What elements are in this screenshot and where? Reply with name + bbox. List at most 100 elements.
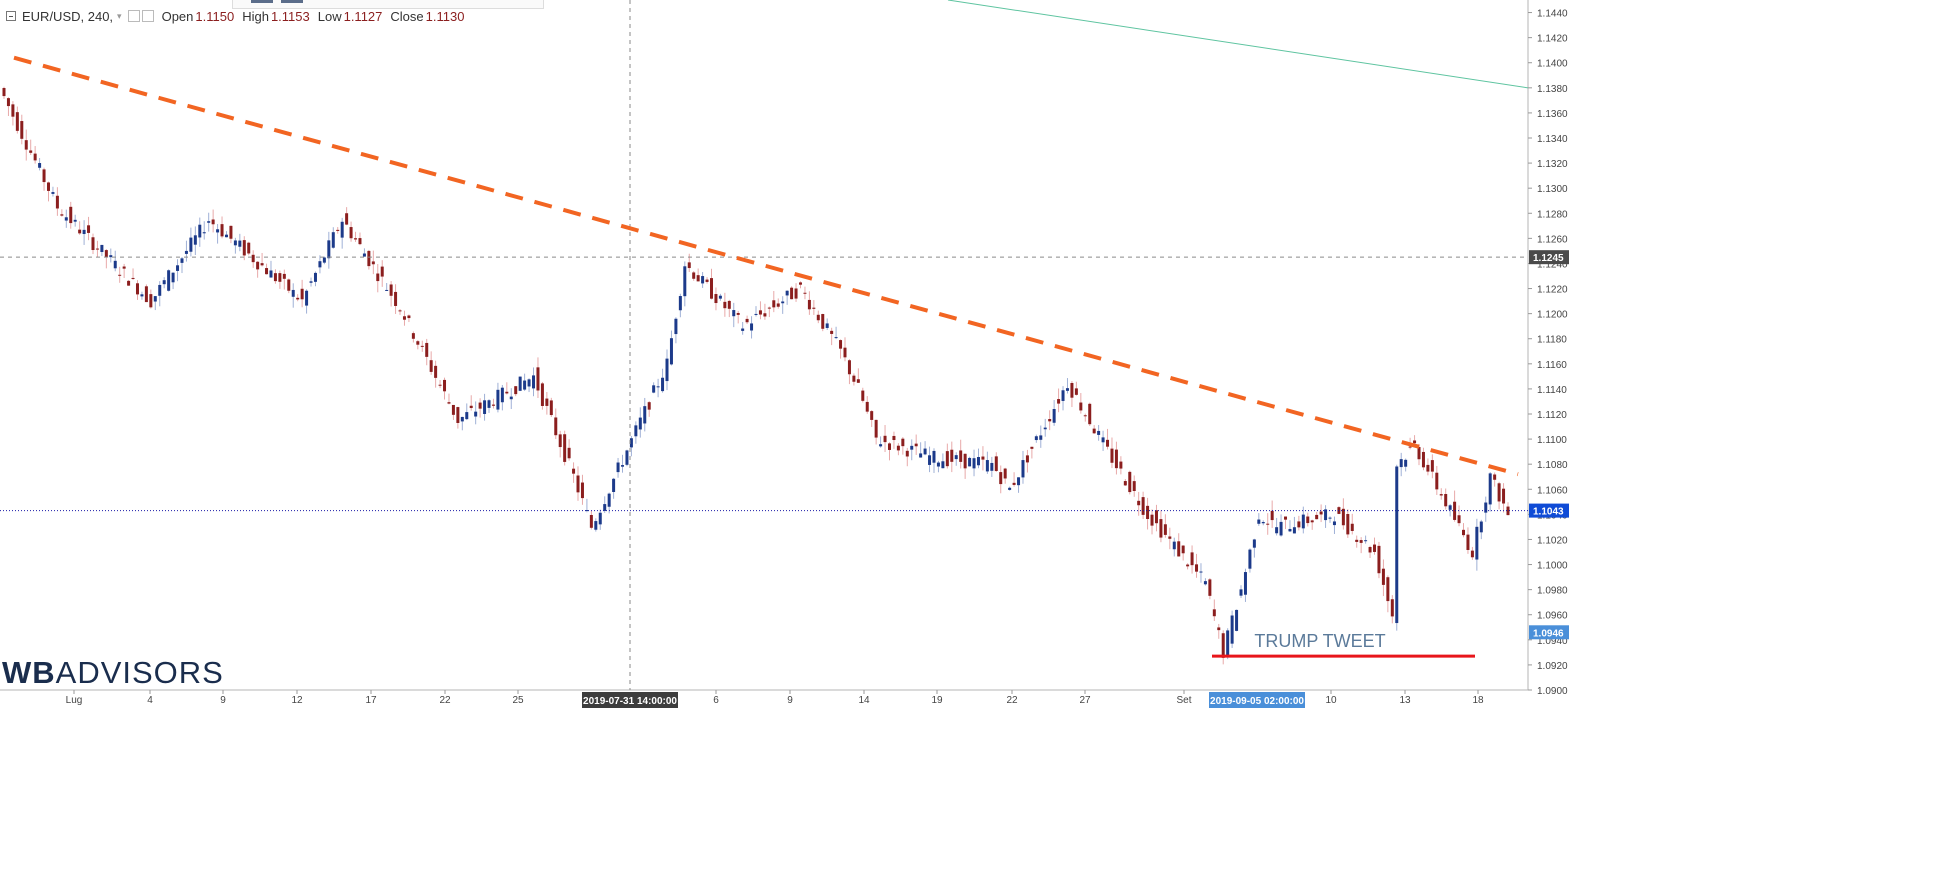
candle-body	[1177, 541, 1181, 557]
candle-body	[1061, 390, 1065, 401]
candle-body	[598, 512, 602, 525]
candle-body	[140, 294, 144, 297]
candle-body	[1208, 579, 1212, 596]
candle-body	[380, 266, 384, 277]
candle-body	[1021, 460, 1025, 478]
close-icon[interactable]	[141, 10, 154, 22]
candle-body	[932, 450, 936, 463]
candle-body	[42, 169, 46, 183]
collapse-icon[interactable]	[6, 11, 16, 21]
candle-body	[1159, 519, 1163, 538]
candle-body	[968, 457, 972, 467]
resistance-trendline[interactable]	[13, 55, 1519, 477]
candle-body	[367, 250, 371, 267]
candle-body	[567, 447, 571, 459]
candle-body	[398, 310, 402, 312]
candle-body	[233, 240, 237, 246]
candle-body	[647, 402, 651, 410]
settings-icon[interactable]	[127, 10, 140, 22]
candle-body	[1506, 506, 1510, 516]
candle-body	[1386, 577, 1390, 602]
candle-body	[1030, 446, 1034, 449]
crosshair-price-label-bg	[1529, 250, 1569, 265]
candle-body	[1048, 419, 1052, 422]
candle-body	[73, 219, 77, 222]
selected-time-label-bg	[1209, 692, 1305, 708]
candle-body	[745, 318, 749, 323]
candle-body	[705, 279, 709, 282]
time-tick-label: 13	[1399, 695, 1411, 706]
candle-body	[443, 379, 447, 392]
price-tick-label: 1.0960	[1537, 611, 1568, 622]
candle-body	[892, 435, 896, 441]
brand-rest: ADVISORS	[55, 655, 224, 690]
time-tick-label: 22	[1006, 695, 1018, 706]
candle-body	[1466, 534, 1470, 550]
last-price-label-bg	[1529, 503, 1569, 518]
candle-body	[847, 360, 851, 375]
candle-body	[994, 456, 998, 471]
candle-body	[1257, 519, 1261, 524]
candle-body	[678, 296, 682, 311]
candle-body	[1324, 509, 1328, 521]
candle-body	[29, 150, 33, 153]
price-tick-label: 1.1360	[1537, 109, 1568, 120]
candle-body	[207, 221, 211, 223]
candle-body	[554, 417, 558, 436]
price-tick-label: 1.1240	[1537, 259, 1568, 270]
candle-body	[941, 461, 945, 469]
candle-body	[1462, 529, 1466, 536]
candle-body	[1217, 627, 1221, 631]
candle-body	[532, 375, 536, 389]
candle-body	[576, 475, 580, 493]
candle-body	[456, 407, 460, 423]
low-value: 1.1127	[343, 8, 383, 24]
candle-body	[794, 288, 798, 299]
candle-body	[180, 258, 184, 263]
price-tick-label: 1.0940	[1537, 636, 1568, 647]
crosshair-time-label-bg	[582, 692, 678, 708]
candle-body	[127, 280, 131, 286]
chevron-down-icon[interactable]: ▾	[117, 10, 122, 21]
candle-body	[104, 250, 108, 258]
crosshair-time-label: 2019-07-31 14:00:00	[583, 696, 677, 707]
time-tick-label: 12	[291, 695, 303, 706]
candle-body	[82, 229, 86, 235]
candle-body	[834, 337, 838, 339]
candle-body	[291, 289, 295, 297]
candle-body	[500, 387, 504, 403]
candle-body	[1186, 564, 1190, 567]
candle-body	[1373, 544, 1377, 552]
candle-body	[545, 398, 549, 406]
candle-body	[51, 192, 55, 194]
candle-body	[1074, 388, 1078, 395]
candle-body	[990, 462, 994, 471]
candle-body	[563, 434, 567, 462]
candle-body	[1168, 536, 1172, 539]
candle-body	[420, 345, 424, 347]
symbol-label[interactable]: EUR/USD, 240,	[22, 8, 114, 24]
candle-body	[803, 292, 807, 294]
candle-body	[273, 273, 277, 282]
candle-body	[1310, 520, 1314, 523]
candle-body	[354, 238, 358, 240]
candle-body	[1417, 447, 1421, 460]
candle-body	[1319, 511, 1323, 515]
price-tick-label: 1.0980	[1537, 586, 1568, 597]
upper-trendline[interactable]	[947, 0, 1529, 89]
candle-body	[1057, 399, 1061, 404]
candle-body	[95, 248, 99, 250]
candle-body	[1212, 609, 1216, 617]
candle-body	[1444, 493, 1448, 507]
candle-body	[1150, 514, 1154, 526]
candle-body	[1003, 468, 1007, 479]
candle-body	[331, 232, 335, 248]
candle-body	[1017, 477, 1021, 486]
candle-body	[669, 338, 673, 365]
candle-body	[758, 310, 762, 315]
trump-tweet-label[interactable]: TRUMP TWEET	[1254, 631, 1385, 651]
brand-logo: WBADVISORS	[2, 655, 224, 691]
candle-body	[425, 342, 429, 357]
